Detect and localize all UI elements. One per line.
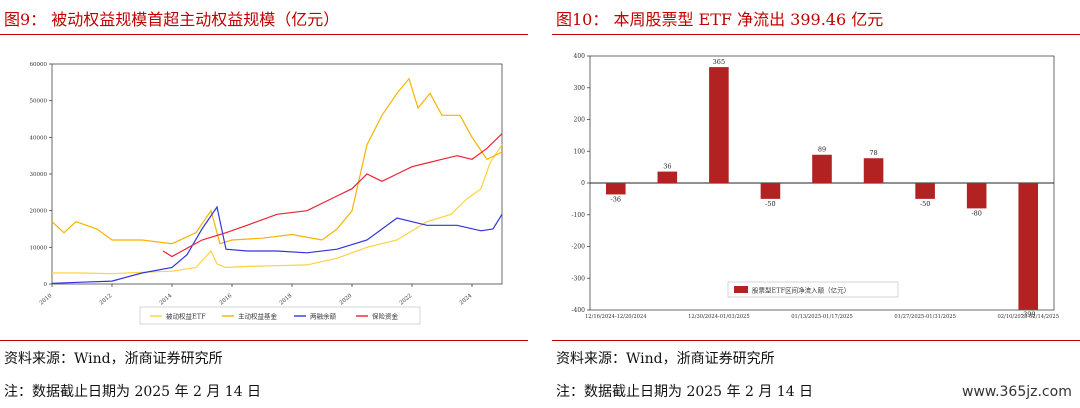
y-tick-label: 300 [574,85,586,92]
y-tick-label: 20000 [30,209,48,215]
x-tick-label: 2014 [159,293,174,307]
series-line [51,205,503,284]
legend-box [727,281,899,298]
y-tick-label: 60000 [30,62,48,68]
bar [709,67,729,183]
bar [760,183,781,199]
bar [657,171,678,183]
watermark: www.365jz.com [962,384,1072,400]
x-category-label: 12/16/2024-12/20/2024 [585,314,647,320]
left-source-text: 资料来源：Wind，浙商证券研究所 [4,351,223,367]
x-category-label: 12/30/2024-01/03/2025 [688,314,750,320]
left-source-rule [0,340,528,341]
x-tick-label: 2016 [219,293,234,307]
right-source-text: 资料来源：Wind，浙商证券研究所 [556,351,775,367]
x-category-label: 01/27/2025-01/31/2025 [894,314,956,320]
bar-value-label: 36 [663,163,671,171]
y-tick-label: -200 [572,244,586,251]
bar [605,183,626,195]
right-source-rule [552,340,1080,341]
series-line [162,133,503,258]
bar-value-label: -36 [611,195,621,203]
x-tick-label: 2024 [459,293,474,307]
bar-value-label: 78 [869,149,877,157]
x-category-label: 02/10/2025-02/14/2025 [997,314,1059,320]
y-tick-label: 100 [574,148,586,155]
right-note-text: 注：数据截止日期为 2025 年 2 月 14 日 [556,384,814,400]
bar [966,183,987,209]
bar-value-label: -50 [765,200,775,208]
legend-label: 保险资金 [372,312,399,321]
y-tick-label: 200 [574,117,586,124]
bar-value-label: 365 [713,58,725,66]
y-tick-label: 30000 [30,172,48,178]
x-tick-label: 2020 [339,293,354,307]
y-tick-label: -300 [572,275,586,282]
bar-value-label: 89 [818,146,826,154]
x-category-label: 01/13/2025-01/17/2025 [791,314,853,320]
legend-box [139,306,421,325]
right-figure-title: 图10： 本周股票型 ETF 净流出 399.46 亿元 [556,10,884,29]
legend-label: 主动权益基金 [238,312,278,321]
series-line [52,144,503,275]
bar-value-label: -80 [971,209,981,217]
y-tick-label: 400 [574,53,586,60]
bar [915,183,935,199]
bar [1018,183,1039,310]
x-tick-label: 2022 [399,293,414,307]
right-title-rule [552,34,1080,35]
y-tick-label: -100 [572,212,586,219]
bar-value-label: -399 [1021,311,1036,319]
left-note-text: 注：数据截止日期为 2025 年 2 月 14 日 [4,384,262,400]
bar [863,158,884,183]
y-tick-label: 40000 [30,135,48,141]
x-tick-label: 2010 [39,293,54,307]
series-line [51,77,503,245]
legend-swatch [734,286,748,293]
legend-label: 股票型ETF区间净流入额（亿元） [752,286,850,295]
bar [812,154,832,183]
y-tick-label: 0 [44,282,48,288]
y-tick-label: -400 [572,307,586,314]
y-tick-label: 50000 [30,99,48,105]
right-bar-chart: 400 300 200 100 0 -100 -200 -300 -400 -36 12/16/20… [572,53,1059,320]
y-tick-label: 0 [581,180,585,187]
left-figure-title: 图9： 被动权益规模首超主动权益规模（亿元） [4,10,340,29]
x-tick-label: 2018 [279,293,294,307]
y-tick-label: 10000 [30,245,48,251]
legend-label: 两融余额 [310,312,337,321]
bar-value-label: -50 [920,200,930,208]
legend-label: 被动权益ETF [166,312,206,321]
left-title-rule [0,34,528,35]
x-tick-label: 2012 [99,293,114,307]
left-line-chart: 0 10000 20000 30000 40000 50000 60000 2010 2012 2… [30,62,503,325]
